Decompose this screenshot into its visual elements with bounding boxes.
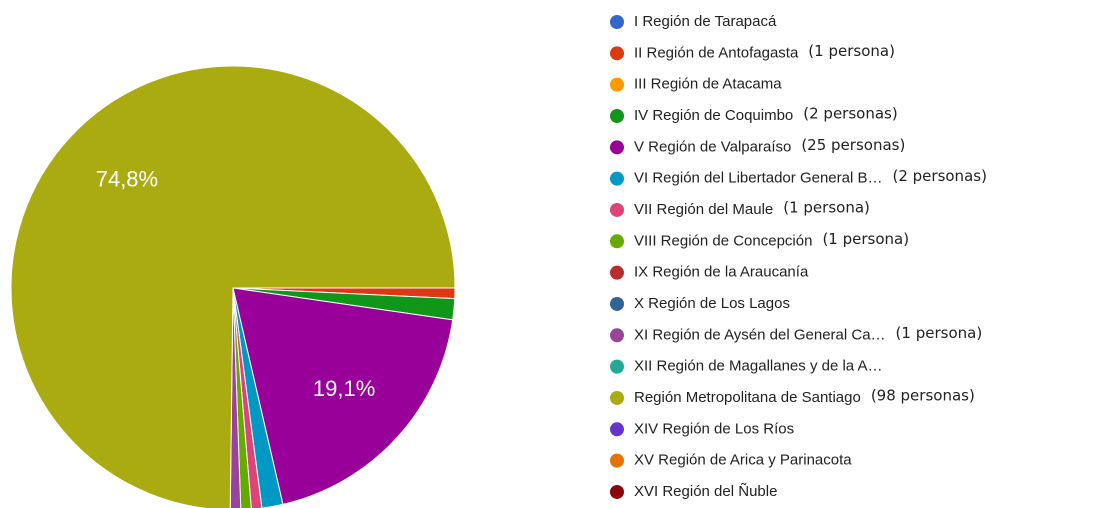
legend-marker [610, 453, 624, 468]
pie-slice [232, 287, 454, 505]
legend-annotation: (1 persona) [808, 42, 895, 60]
legend-label: XIV Región de Los Ríos [634, 420, 794, 437]
legend-marker [610, 359, 624, 374]
legend-marker [610, 77, 624, 92]
legend-marker [610, 140, 624, 155]
slice-label: 19,1% [313, 376, 375, 401]
legend-label: I Región de Tarapacá [634, 13, 777, 30]
legend-annotation: (98 personas) [871, 386, 975, 404]
legend-marker [610, 484, 624, 499]
legend-marker [610, 265, 624, 280]
legend-label: XI Región de Aysén del General Ca… [634, 326, 886, 343]
legend-marker [610, 296, 624, 311]
legend-marker [610, 15, 624, 29]
legend-annotation: (2 personas) [803, 104, 897, 122]
legend-marker [610, 422, 624, 437]
legend-label: XV Región de Arica y Parinacota [634, 452, 852, 469]
slice-label: 74,8% [96, 166, 158, 191]
legend-marker [610, 390, 624, 405]
legend-marker [610, 234, 624, 249]
legend-marker [610, 171, 624, 186]
legend-label: VII Región del Maule [634, 201, 773, 218]
legend-label: IX Región de la Araucanía [634, 264, 809, 281]
pie-slice [232, 287, 284, 508]
legend-annotation: (1 persona) [783, 198, 870, 216]
legend-annotation: (1 persona) [896, 324, 983, 342]
pie-slice [232, 287, 252, 508]
legend-marker [610, 108, 624, 123]
legend-label: IV Región de Coquimbo [634, 107, 793, 124]
legend-marker [610, 46, 624, 61]
legend-marker [610, 328, 624, 343]
legend-label: V Región de Valparaíso [634, 138, 791, 155]
legend-annotation: (2 personas) [892, 167, 986, 185]
pie-slice [10, 65, 456, 508]
legend-label: II Región de Antofagasta [634, 44, 799, 61]
legend-label: XVI Región del Ñuble [634, 483, 777, 500]
legend-label: VI Región del Libertador General B… [634, 170, 882, 187]
legend-label: VIII Región de Concepción [634, 232, 812, 249]
legend-annotation: (25 personas) [801, 136, 905, 154]
legend-label: III Región de Atacama [634, 76, 782, 93]
legend-label: XII Región de Magallanes y de la A… [634, 358, 882, 375]
pie-slice [229, 287, 242, 508]
legend-label: Región Metropolitana de Santiago [634, 389, 861, 406]
legend-label: X Región de Los Lagos [634, 295, 790, 312]
legend-annotation: (1 persona) [822, 230, 909, 248]
legend-marker [610, 202, 624, 217]
